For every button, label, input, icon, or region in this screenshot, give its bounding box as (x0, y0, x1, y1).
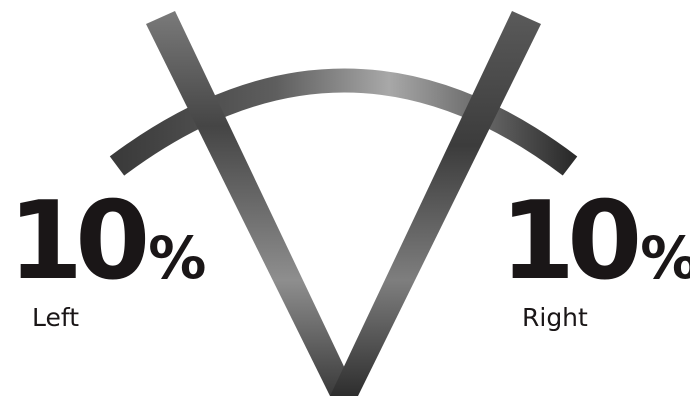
right-value: 10 (500, 179, 642, 304)
left-label: Left (32, 303, 80, 332)
viewing-arc (109, 68, 578, 176)
right-viewing-line (330, 11, 541, 396)
left-viewing-line (146, 11, 358, 396)
right-percentage: 10% (500, 188, 690, 296)
right-label: Right (522, 303, 588, 332)
left-percentage: 10% (8, 188, 206, 296)
left-value: 10 (8, 179, 150, 304)
left-percent-sign: % (148, 224, 207, 292)
right-percent-sign: % (640, 224, 690, 292)
